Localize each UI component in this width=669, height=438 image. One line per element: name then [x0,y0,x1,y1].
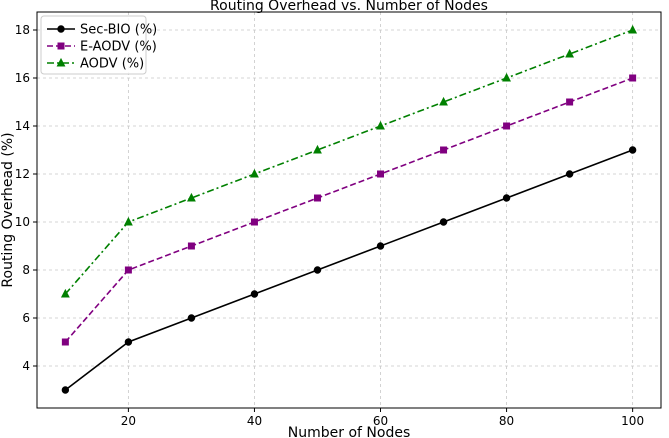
data-point [124,338,133,346]
legend-item: AODV (%) [47,57,144,72]
y-tick-label: 12 [15,167,30,181]
series-line [64,149,633,391]
data-point [629,74,637,82]
data-point [439,96,448,106]
x-tick-label: 20 [121,414,136,428]
legend-marker [56,57,66,67]
axis-ticks: 20 40 60 80 100 4 6 8 10 12 14 16 18 [15,23,644,428]
data-point [313,266,322,274]
y-tick-label: 6 [22,311,30,325]
data-point [187,314,196,322]
y-tick-label: 10 [15,215,30,229]
data-point [628,24,638,34]
plot-frame [36,11,662,409]
x-tick-label: 100 [621,414,644,428]
data-point [187,192,196,202]
series-3 [60,24,638,298]
y-tick-label: 14 [15,119,30,133]
data-point [628,146,637,154]
y-tick-label: 4 [22,359,30,373]
data-point [565,48,575,58]
data-point [61,386,70,394]
legend-label: Sec-BIO (%) [80,23,157,38]
legend-item: Sec-BIO (%) [47,23,157,38]
x-tick-label: 40 [247,414,262,428]
legend: Sec-BIO (%) E-AODV (%) AODV (%) [40,15,157,75]
y-axis-label: Routing Overhead (%) [0,132,16,287]
data-point [250,290,259,298]
legend-label: AODV (%) [80,57,144,72]
data-point [440,146,448,154]
data-point [250,168,259,178]
legend-box [40,15,147,75]
y-tick-label: 8 [22,263,30,277]
series-line [64,77,633,343]
data-point [187,242,195,250]
data-point [60,288,70,298]
data-point [502,72,511,82]
series-layer [60,24,638,394]
x-axis-label: Number of Nodes [288,425,410,438]
data-point [565,170,574,178]
y-tick-label: 18 [15,23,30,37]
series-line [64,29,633,295]
data-point [313,144,322,154]
data-point [566,98,574,106]
data-point [439,218,448,226]
legend-item: E-AODV (%) [47,40,157,55]
data-point [377,170,385,178]
data-point [124,266,132,274]
data-point [250,218,258,226]
data-point [376,242,385,250]
data-point [123,216,133,226]
x-tick-label: 80 [499,414,514,428]
data-point [376,120,385,130]
chart-title: Routing Overhead vs. Number of Nodes [210,0,488,14]
y-tick-label: 16 [15,71,30,85]
series-2 [61,74,637,346]
data-point [502,194,511,202]
series-1 [61,146,637,394]
legend-marker [57,42,65,50]
data-point [61,338,69,346]
data-point [503,122,511,130]
legend-marker [57,25,65,33]
data-point [313,194,321,202]
x-tick-label: 60 [373,414,388,428]
legend-label: E-AODV (%) [80,40,157,55]
